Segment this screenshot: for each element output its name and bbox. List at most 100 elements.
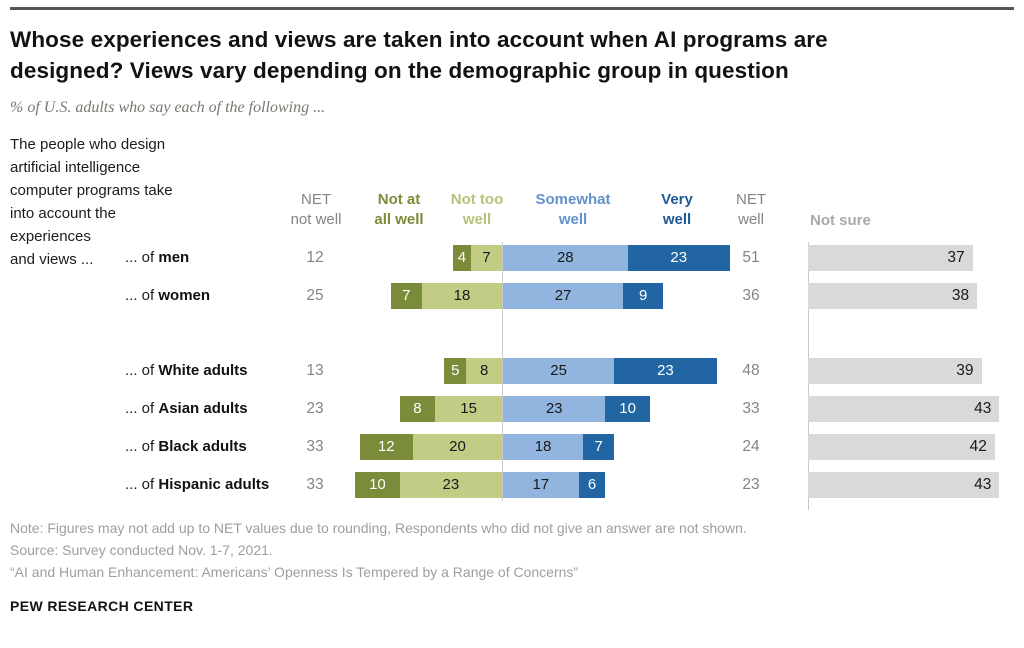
bar-segment-not-at-all-well: 10 (355, 472, 400, 498)
bar-segment-value: 17 (532, 476, 550, 493)
bar-segment-not-at-all-well: 4 (453, 245, 471, 271)
bar-segment-very-well: 23 (627, 245, 730, 271)
column-header-line: Somewhat (535, 191, 611, 208)
row-label-group: men (158, 249, 190, 266)
not-sure-bar: 37 (808, 245, 973, 271)
bar-segment-very-well: 6 (578, 472, 606, 498)
well-bar-group: 23 10 (503, 396, 650, 422)
question-intro-line: computer programs take (10, 182, 173, 199)
bar-segment-not-at-all-well: 5 (444, 358, 467, 384)
column-header-line: not well (290, 211, 342, 228)
row-label-prefix: ... of (125, 287, 159, 304)
bar-segment-somewhat-well: 17 (503, 472, 579, 498)
bar-segment-value: 18 (453, 287, 471, 304)
not-sure-bar: 38 (808, 283, 978, 309)
net-well-value: 33 (742, 400, 760, 417)
net-not-well-value: 33 (306, 476, 324, 493)
not-sure-value: 37 (947, 249, 965, 266)
bar-segment-value: 23 (670, 249, 688, 266)
row-label-group: Hispanic adults (158, 476, 270, 493)
row-label-prefix: ... of (125, 476, 159, 493)
not-well-bar-group: 10 23 (355, 472, 502, 498)
bar-segment-not-too-well: 15 (435, 396, 502, 422)
column-header-not-too-well: Not too well (451, 190, 503, 230)
row-label-prefix: ... of (125, 400, 159, 417)
column-header-very-well: Very well (661, 190, 693, 230)
bar-segment-value: 23 (657, 362, 674, 379)
bar-segment-value: 7 (594, 438, 603, 455)
row-label: ... of women (125, 283, 210, 309)
note-text: Note: Figures may not add up to NET valu… (10, 520, 747, 536)
row-label-prefix: ... of (125, 362, 159, 379)
net-not-well-value: 23 (306, 400, 324, 417)
bar-segment-value: 12 (377, 438, 395, 455)
chart-title-line1: Whose experiences and views are taken in… (10, 27, 828, 52)
bar-segment-not-at-all-well: 7 (390, 283, 422, 309)
net-not-well-value: 12 (306, 249, 324, 266)
net-not-well-value: 25 (306, 287, 324, 304)
row-label-group: Black adults (158, 438, 247, 455)
not-sure-bar: 43 (808, 396, 1000, 422)
column-header-line: NET (300, 191, 331, 208)
row-label: ... of White adults (125, 358, 248, 384)
bar-segment-value: 6 (587, 476, 597, 493)
net-not-well-value: 33 (306, 438, 324, 455)
bar-segment-value: 9 (638, 287, 648, 304)
bar-segment-value: 8 (413, 400, 422, 417)
bar-segment-value: 23 (545, 400, 563, 417)
bar-segment-somewhat-well: 23 (503, 396, 606, 422)
question-intro-line: experiences (10, 228, 91, 245)
row-label: ... of Asian adults (125, 396, 248, 422)
bar-segment-value: 7 (402, 287, 411, 304)
question-intro-line: and views ... (10, 251, 94, 268)
bar-segment-value: 10 (369, 476, 386, 493)
well-bar-group: 27 9 (503, 283, 664, 309)
brand-footer: PEW RESEARCH CENTER (10, 598, 194, 614)
row-label-group: women (158, 287, 211, 304)
question-intro-line: The people who design (10, 136, 166, 153)
bar-segment-value: 23 (442, 476, 460, 493)
bar-segment-value: 25 (550, 362, 567, 379)
not-well-bar-group: 12 20 (359, 434, 502, 460)
column-header-not-sure: Not sure (810, 211, 871, 231)
not-sure-value: 38 (951, 287, 970, 304)
net-not-well-value: 13 (306, 362, 324, 379)
net-well-value: 23 (742, 476, 760, 493)
not-sure-bar: 43 (808, 472, 1000, 498)
top-rule (10, 7, 1014, 10)
column-header-line: Not too (450, 191, 504, 208)
table-row: ... of women 25 7 18 27 9 36 38 (0, 283, 1024, 309)
row-label: ... of men (125, 245, 189, 271)
row-label-group: White adults (158, 362, 248, 379)
column-header-line: well (662, 211, 692, 228)
row-label-prefix: ... of (125, 249, 159, 266)
bar-segment-somewhat-well: 27 (503, 283, 624, 309)
question-intro-line: into account the (10, 205, 116, 222)
bar-segment-not-at-all-well: 12 (359, 434, 413, 460)
column-header-line: Not sure (810, 212, 871, 229)
column-header-line: well (558, 211, 588, 228)
bar-segment-very-well: 7 (583, 434, 615, 460)
not-sure-value: 43 (974, 400, 992, 417)
not-well-bar-group: 7 18 (390, 283, 502, 309)
chart-title: Whose experiences and views are taken in… (10, 24, 1000, 86)
not-sure-bar: 42 (808, 434, 995, 460)
center-axis-line (502, 242, 503, 501)
bar-segment-value: 28 (556, 249, 574, 266)
not-sure-value: 39 (956, 362, 974, 379)
column-header-line: NET (736, 191, 766, 208)
well-bar-group: 28 23 (503, 245, 730, 271)
row-label: ... of Black adults (125, 434, 247, 460)
column-header-line: well (738, 211, 764, 228)
column-header-net-not-well: NET not well (291, 190, 342, 230)
row-label-prefix: ... of (125, 438, 159, 455)
column-header-not-at-all-well: Not at all well (374, 190, 423, 230)
bar-segment-very-well: 23 (614, 358, 717, 384)
bar-segment-value: 18 (534, 438, 552, 455)
chart-subtitle: % of U.S. adults who say each of the fol… (10, 99, 326, 116)
net-well-value: 36 (742, 287, 760, 304)
not-sure-bar: 39 (808, 358, 982, 384)
well-bar-group: 25 23 (503, 358, 717, 384)
